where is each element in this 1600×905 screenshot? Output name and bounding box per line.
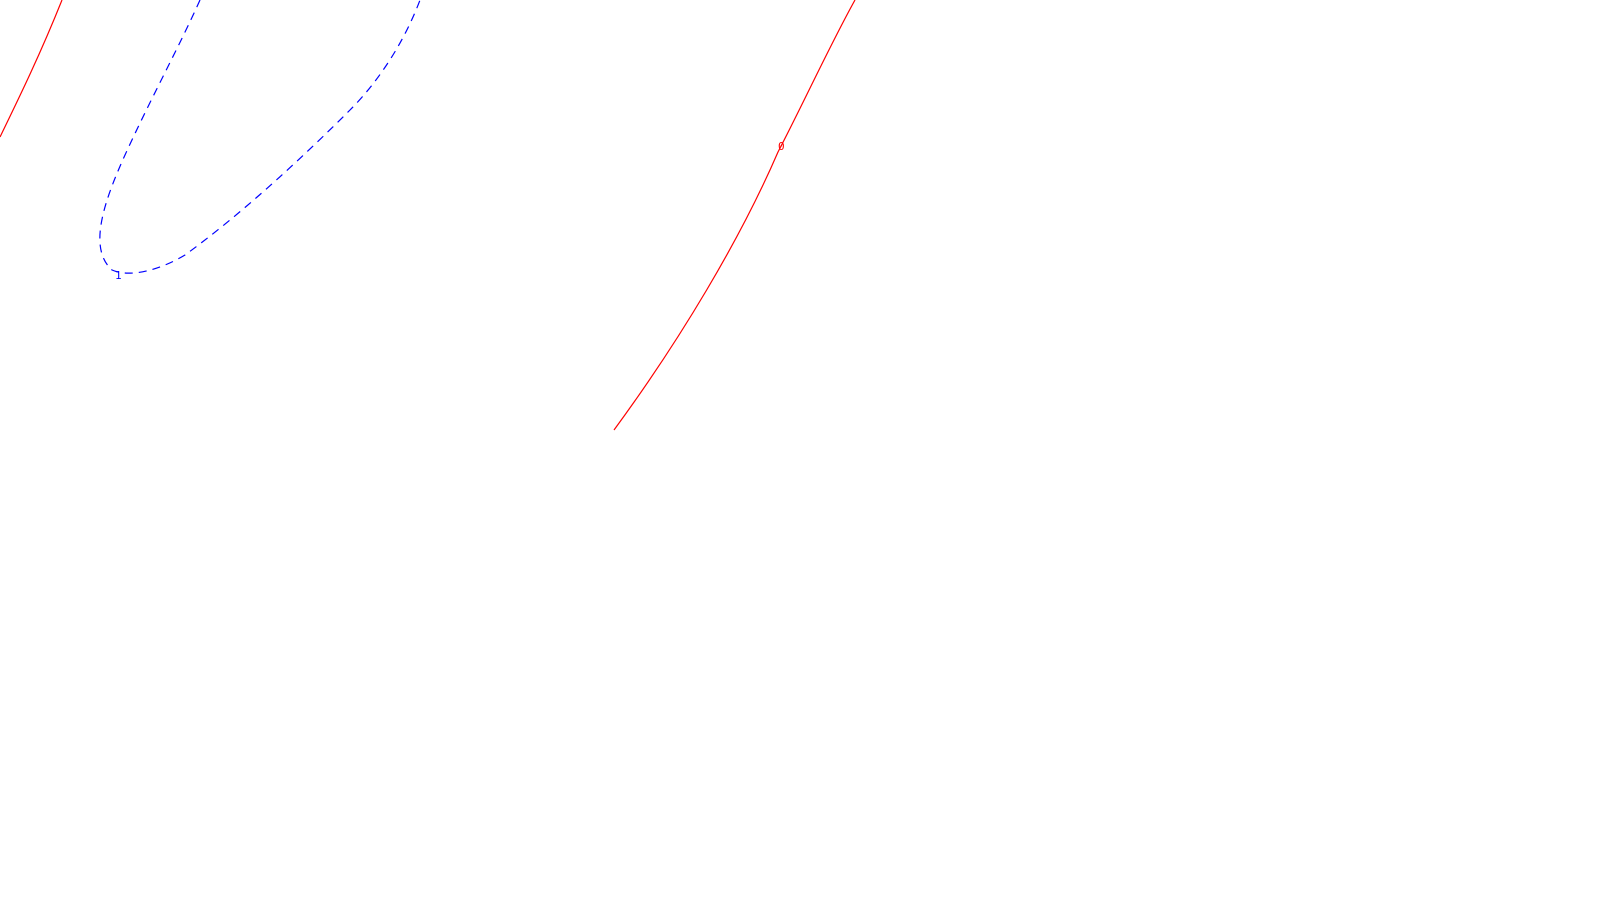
contour-line-level-1 (99, 0, 421, 274)
contour-label-level-1: 1 (115, 269, 122, 282)
contour-line-level-0-main (613, 0, 856, 431)
contour-line-level-0-left (0, 0, 63, 138)
contour-label-level-0: 0 (778, 140, 785, 153)
